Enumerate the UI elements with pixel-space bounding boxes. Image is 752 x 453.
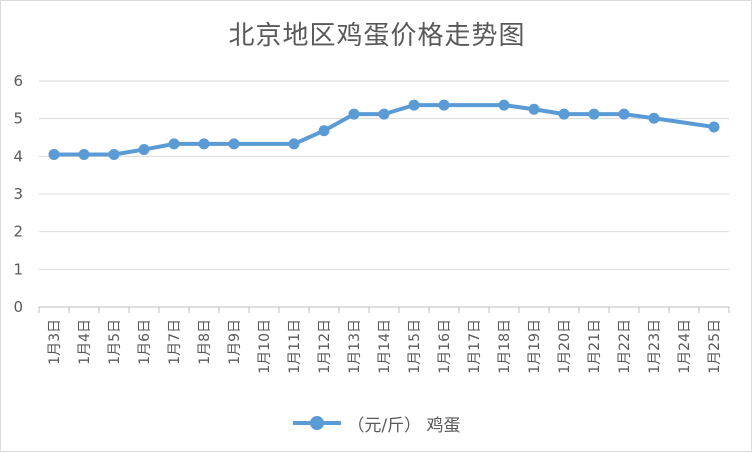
- x-tick-label: 1月20日: [557, 319, 573, 374]
- legend-label: （元/斤） 鸡蛋: [347, 415, 461, 436]
- x-tick-label: 1月23日: [647, 319, 663, 374]
- legend-marker: [293, 416, 342, 430]
- x-tick-label: 1月5日: [107, 319, 123, 365]
- data-point: [348, 108, 360, 120]
- data-point: [108, 148, 120, 160]
- x-tick-label: 1月7日: [167, 319, 183, 365]
- y-tick-label: 1: [13, 260, 23, 278]
- chart-title: 北京地区鸡蛋价格走势图: [228, 21, 526, 51]
- y-tick-label: 5: [13, 110, 23, 128]
- data-point: [168, 138, 180, 150]
- data-point: [438, 99, 450, 111]
- data-point: [648, 112, 660, 124]
- x-tick-label: 1月18日: [497, 319, 513, 374]
- data-point: [588, 108, 600, 120]
- data-point: [708, 121, 720, 133]
- data-point: [198, 138, 210, 150]
- y-tick-label: 2: [13, 223, 23, 241]
- data-point: [528, 103, 540, 115]
- x-tick-label: 1月13日: [347, 319, 363, 374]
- data-point: [408, 99, 420, 111]
- legend: （元/斤） 鸡蛋: [1, 409, 752, 437]
- data-point: [48, 148, 60, 160]
- data-point: [498, 99, 510, 111]
- data-point: [78, 148, 90, 160]
- x-tick-label: 1月12日: [317, 319, 333, 374]
- data-point: [618, 108, 630, 120]
- x-tick-label: 1月15日: [407, 319, 423, 374]
- x-tick-label: 1月14日: [377, 319, 393, 374]
- x-tick-label: 1月17日: [467, 319, 483, 374]
- data-point: [378, 108, 390, 120]
- x-tick-label: 1月16日: [437, 319, 453, 374]
- x-tick-label: 1月10日: [257, 319, 273, 374]
- data-point: [288, 138, 300, 150]
- x-tick-label: 1月19日: [527, 319, 543, 374]
- data-point: [318, 125, 330, 137]
- y-tick-label: 3: [13, 185, 23, 203]
- x-tick-label: 1月9日: [227, 319, 243, 365]
- y-tick-label: 0: [13, 298, 23, 316]
- y-tick-label: 6: [13, 72, 23, 90]
- x-tick-label: 1月24日: [677, 319, 693, 374]
- data-point: [228, 138, 240, 150]
- x-tick-label: 1月4日: [77, 319, 93, 365]
- x-tick-label: 1月6日: [137, 319, 153, 365]
- x-tick-label: 1月3日: [47, 319, 63, 365]
- x-tick-label: 1月8日: [197, 319, 213, 365]
- y-tick-label: 4: [13, 147, 23, 165]
- data-point: [558, 108, 570, 120]
- x-tick-label: 1月25日: [707, 319, 723, 374]
- x-tick-label: 1月11日: [287, 319, 303, 374]
- x-tick-label: 1月21日: [587, 319, 603, 374]
- data-point: [138, 144, 150, 156]
- x-tick-label: 1月22日: [617, 319, 633, 374]
